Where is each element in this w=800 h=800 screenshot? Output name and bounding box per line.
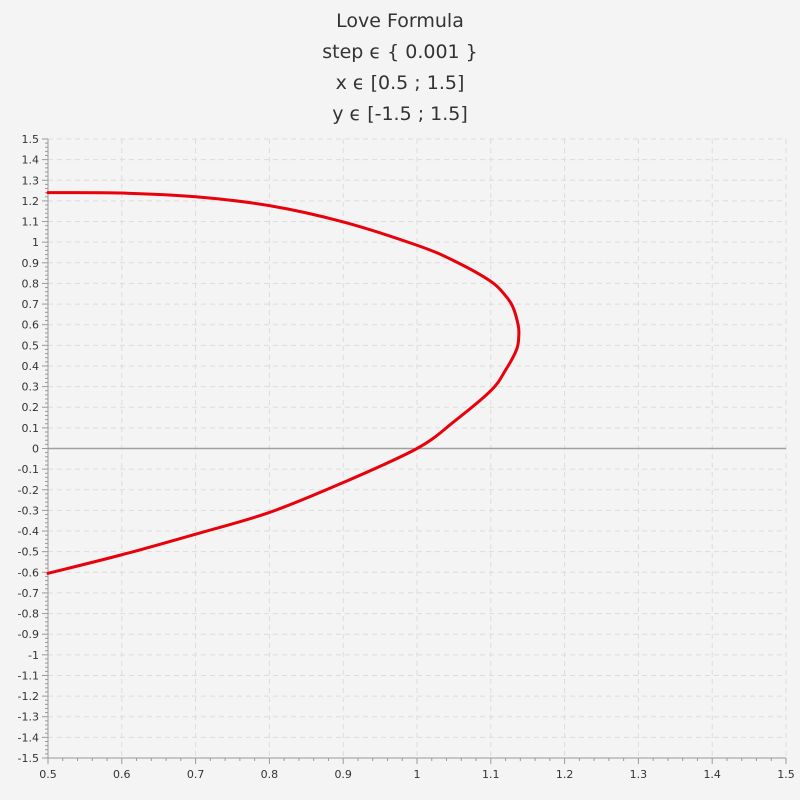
chart-title-block: Love Formula step ϵ { 0.001 } x ϵ [0.5 ;… <box>0 6 800 130</box>
y-tick-label: 0.3 <box>22 381 40 394</box>
y-tick-label: 1.3 <box>22 174 40 187</box>
y-tick-label: -1.2 <box>18 690 39 703</box>
y-tick-label: -1.4 <box>18 731 39 744</box>
y-tick-label: -1 <box>28 649 39 662</box>
y-tick-label: 1 <box>32 236 39 249</box>
x-tick-label: 1.2 <box>556 768 574 781</box>
x-tick-label: 1.5 <box>777 768 795 781</box>
x-tick-label: 1.4 <box>703 768 721 781</box>
y-tick-label: 1.4 <box>22 154 40 167</box>
y-tick-label: 0.5 <box>22 339 40 352</box>
chart-subtitle-step: step ϵ { 0.001 } <box>322 41 478 63</box>
y-tick-label: 0 <box>32 443 39 456</box>
y-tick-label: -1.1 <box>18 669 39 682</box>
x-tick-label: 0.7 <box>187 768 205 781</box>
y-tick-label: -0.3 <box>18 504 39 517</box>
y-tick-label: 0.7 <box>22 298 40 311</box>
y-tick-label: -0.8 <box>18 608 39 621</box>
chart-subtitle-x-range: x ϵ [0.5 ; 1.5] <box>335 72 465 94</box>
y-tick-label: 1.1 <box>22 216 40 229</box>
y-tick-label: -0.6 <box>18 566 39 579</box>
y-tick-label: -0.7 <box>18 587 39 600</box>
x-tick-label: 0.9 <box>334 768 352 781</box>
y-tick-label: 0.9 <box>22 257 40 270</box>
x-tick-label: 1.3 <box>630 768 648 781</box>
y-tick-label: 0.6 <box>22 319 40 332</box>
y-tick-label: -1.5 <box>18 752 39 765</box>
y-tick-label: 0.2 <box>22 401 40 414</box>
x-tick-label: 1 <box>414 768 421 781</box>
y-tick-label: 0.4 <box>22 360 40 373</box>
x-tick-label: 1.1 <box>482 768 500 781</box>
series-line <box>46 191 521 575</box>
y-tick-label: 0.8 <box>22 277 40 290</box>
y-tick-label: -0.5 <box>18 546 39 559</box>
x-tick-label: 0.6 <box>113 768 131 781</box>
chart-subtitle-y-range: y ϵ [-1.5 ; 1.5] <box>332 103 468 125</box>
y-tick-label: -0.9 <box>18 628 39 641</box>
y-tick-label: 1.5 <box>22 133 40 146</box>
x-tick-label: 0.8 <box>261 768 279 781</box>
chart-title: Love Formula <box>336 10 464 32</box>
y-tick-label: 0.1 <box>22 422 40 435</box>
y-tick-label: -0.4 <box>18 525 39 538</box>
x-tick-label: 0.5 <box>39 768 57 781</box>
y-tick-label: 1.2 <box>22 195 40 208</box>
y-tick-label: -0.2 <box>18 484 39 497</box>
y-tick-label: -0.1 <box>18 463 39 476</box>
y-tick-label: -1.3 <box>18 711 39 724</box>
